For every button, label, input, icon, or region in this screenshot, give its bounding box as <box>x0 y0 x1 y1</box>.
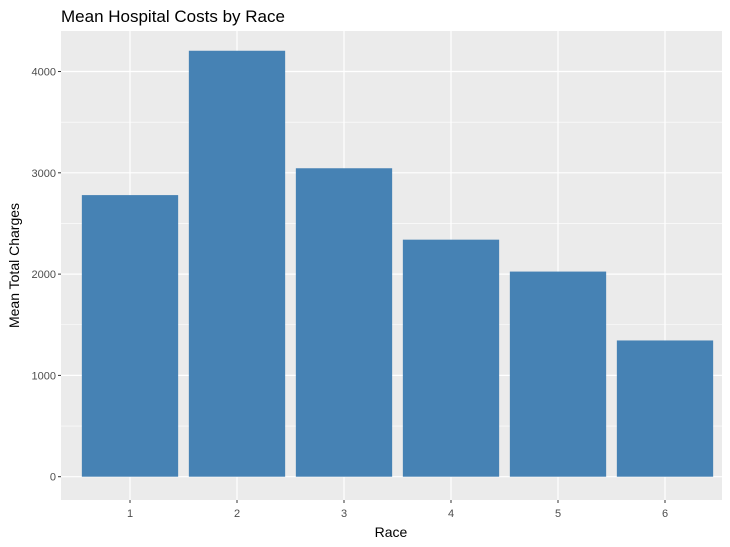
y-tick-label: 2000 <box>32 269 56 281</box>
y-tick-label: 1000 <box>32 370 56 382</box>
y-tick-label: 0 <box>50 472 56 484</box>
x-axis: 1 2 3 4 5 6 <box>127 500 668 520</box>
bar-4 <box>402 239 500 477</box>
y-axis: 0 1000 2000 3000 4000 <box>32 67 61 484</box>
y-tick-label: 3000 <box>32 168 56 180</box>
x-axis-title: Race <box>375 524 408 540</box>
bar-3 <box>295 168 393 477</box>
x-tick-label: 5 <box>555 508 561 520</box>
bar-1 <box>81 195 179 477</box>
x-tick-label: 4 <box>448 508 454 520</box>
bar-2 <box>188 50 286 477</box>
x-tick-label: 3 <box>341 508 347 520</box>
bar-5 <box>509 271 607 477</box>
chart-title: Mean Hospital Costs by Race <box>61 7 285 26</box>
x-tick-label: 6 <box>662 508 668 520</box>
x-tick-label: 1 <box>127 508 133 520</box>
bar-6 <box>616 340 714 477</box>
y-tick-label: 4000 <box>32 67 56 79</box>
bars <box>81 50 714 477</box>
y-axis-title: Mean Total Charges <box>6 203 22 328</box>
x-tick-label: 2 <box>234 508 240 520</box>
